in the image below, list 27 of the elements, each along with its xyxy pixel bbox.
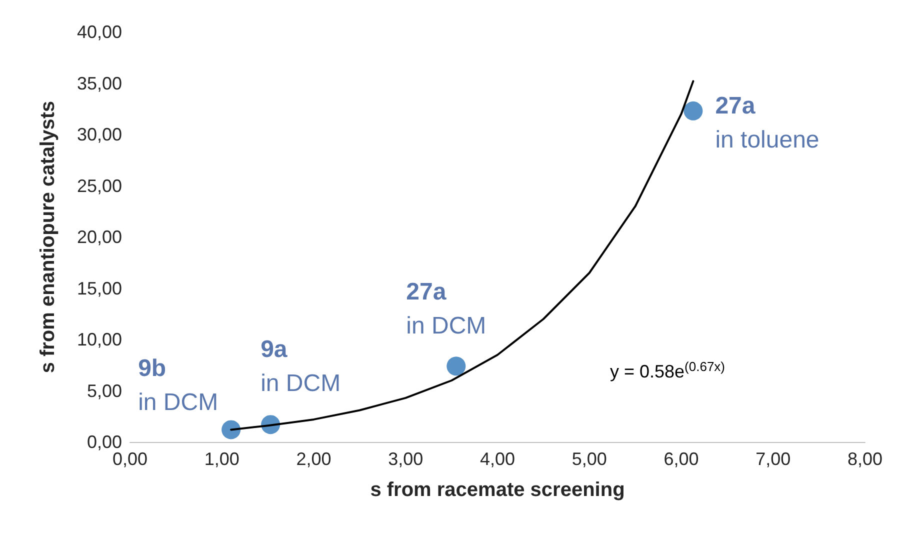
- x-tick-label: 7,00: [756, 449, 791, 469]
- y-tick-label: 40,00: [76, 22, 122, 42]
- annotation: 9b in DCM: [138, 355, 218, 416]
- x-tick-label: 5,00: [572, 449, 607, 469]
- x-tick-label: 2,00: [296, 449, 332, 469]
- y-tick-label: 20,00: [76, 227, 122, 247]
- y-tick-label: 35,00: [76, 73, 122, 94]
- x-tick-label: 6,00: [664, 449, 699, 469]
- point: [684, 101, 703, 120]
- x-tick-label: 0,00: [112, 449, 148, 469]
- y-tick-label: 30,00: [76, 124, 122, 144]
- annotation: 27a in DCM: [406, 278, 486, 340]
- y-axis-title: s from enantiopure catalysts: [37, 100, 59, 374]
- y-tick-label: 25,00: [76, 176, 122, 196]
- point: [222, 420, 241, 440]
- x-tick-label: 8,00: [847, 449, 883, 469]
- annotation: 9a in DCM: [260, 336, 341, 398]
- point: [446, 356, 466, 376]
- x-tick-label: 4,00: [480, 449, 516, 469]
- x-tick-label: 3,00: [388, 449, 424, 469]
- x-tick-label: 1,00: [204, 449, 240, 469]
- y-tick-label: 0,00: [86, 432, 122, 452]
- annotation: 27a in toluene: [715, 92, 820, 154]
- x-axis-title: s from racemate screening: [370, 479, 625, 501]
- y-tick-label: 15,00: [76, 278, 122, 298]
- y-tick-label: 5,00: [86, 380, 122, 401]
- y-tick-label: 10,00: [76, 330, 122, 350]
